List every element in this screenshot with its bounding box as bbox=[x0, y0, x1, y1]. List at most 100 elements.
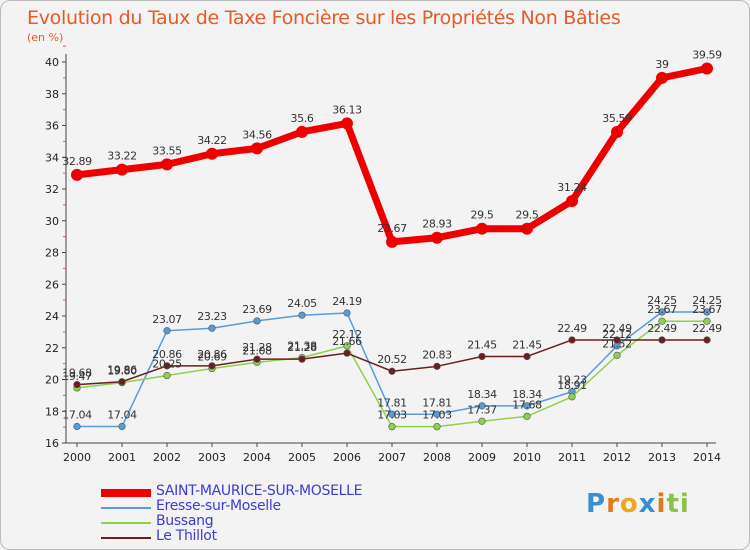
logo-letter: P bbox=[586, 489, 607, 519]
x-tick-label: 2000 bbox=[63, 451, 91, 464]
data-point bbox=[568, 336, 576, 344]
data-point bbox=[478, 402, 486, 410]
data-label: 22.12 bbox=[602, 328, 632, 341]
logo-letter: i bbox=[679, 489, 690, 519]
data-point bbox=[478, 417, 486, 425]
data-label: 22.12 bbox=[332, 328, 362, 341]
data-point bbox=[116, 163, 128, 176]
data-point bbox=[433, 362, 441, 370]
y-tick-label: 28 bbox=[45, 247, 59, 260]
y-tick-label: 36 bbox=[45, 120, 59, 133]
data-point bbox=[298, 355, 306, 363]
data-point bbox=[521, 222, 533, 235]
data-label: 17.03 bbox=[422, 409, 452, 422]
data-label: 17.03 bbox=[377, 409, 407, 422]
x-tick-label: 2002 bbox=[153, 451, 181, 464]
data-point bbox=[343, 342, 351, 350]
data-label: 22.49 bbox=[557, 322, 587, 335]
data-point bbox=[386, 235, 398, 248]
data-point bbox=[343, 349, 351, 357]
data-label: 39 bbox=[655, 58, 669, 71]
y-tick-label: 32 bbox=[45, 183, 59, 196]
data-label: 35.59 bbox=[602, 112, 632, 125]
data-label: 17.81 bbox=[422, 396, 452, 409]
data-label: 19.86 bbox=[107, 364, 137, 377]
x-tick-label: 2010 bbox=[513, 451, 541, 464]
data-label: 29.5 bbox=[516, 209, 539, 222]
x-tick-label: 2012 bbox=[603, 451, 631, 464]
data-label: 20.25 bbox=[152, 358, 182, 371]
data-point bbox=[611, 126, 623, 139]
data-point bbox=[613, 336, 621, 344]
x-tick-label: 2001 bbox=[108, 451, 136, 464]
data-label: 18.34 bbox=[467, 388, 497, 401]
data-point bbox=[703, 317, 711, 325]
series-lines bbox=[71, 62, 713, 431]
data-point bbox=[253, 355, 261, 363]
data-label: 19.68 bbox=[62, 367, 92, 380]
data-label: 36.13 bbox=[332, 103, 362, 116]
data-label: 21.45 bbox=[467, 338, 497, 351]
x-tick-label: 2011 bbox=[558, 451, 586, 464]
proxiti-logo: Proxiti bbox=[586, 489, 690, 519]
data-point bbox=[658, 336, 666, 344]
data-label: 20.86 bbox=[152, 348, 182, 361]
chart-title: Evolution du Taux de Taxe Foncière sur l… bbox=[27, 7, 621, 29]
x-tick-label: 2006 bbox=[333, 451, 361, 464]
x-tick-label: 2009 bbox=[468, 451, 496, 464]
legend-swatch bbox=[101, 506, 151, 509]
data-label: 34.56 bbox=[242, 128, 272, 141]
data-label: 17.37 bbox=[467, 403, 497, 416]
x-tick-label: 2007 bbox=[378, 451, 406, 464]
y-tick-label: 34 bbox=[45, 151, 59, 164]
data-label: 23.69 bbox=[242, 303, 272, 316]
data-label: 22.49 bbox=[692, 322, 722, 335]
x-tick-label: 2003 bbox=[198, 451, 226, 464]
x-tick-label: 2014 bbox=[693, 451, 721, 464]
data-label: 18.91 bbox=[557, 379, 587, 392]
data-point bbox=[658, 308, 666, 316]
data-label: 28.67 bbox=[377, 222, 407, 235]
data-point bbox=[71, 168, 83, 181]
data-point bbox=[568, 393, 576, 401]
data-label: 39.59 bbox=[692, 49, 722, 62]
y-tick-label: 38 bbox=[45, 88, 59, 101]
data-point bbox=[476, 222, 488, 235]
data-label: 29.5 bbox=[471, 209, 494, 222]
data-label: 24.05 bbox=[287, 297, 317, 310]
legend-label: Eresse-sur-Moselle bbox=[156, 498, 281, 514]
data-label: 21.08 bbox=[242, 344, 272, 357]
data-point bbox=[73, 380, 81, 389]
legend-swatch bbox=[101, 521, 151, 524]
data-point bbox=[343, 309, 351, 317]
y-tick-label: 20 bbox=[45, 374, 59, 387]
data-label: 24.25 bbox=[692, 294, 722, 307]
data-label: 17.68 bbox=[512, 398, 542, 411]
data-label: 22.49 bbox=[602, 322, 632, 335]
data-point bbox=[701, 62, 713, 75]
data-label: 21.66 bbox=[332, 335, 362, 348]
data-label: 21.28 bbox=[287, 341, 317, 354]
data-label: 21.38 bbox=[287, 340, 317, 353]
logo-letter: r bbox=[606, 489, 620, 519]
data-point bbox=[433, 423, 441, 431]
data-label: 19.47 bbox=[62, 370, 92, 383]
data-label: 20.86 bbox=[197, 348, 227, 361]
data-point bbox=[566, 195, 578, 208]
data-point bbox=[251, 142, 263, 155]
data-point bbox=[73, 422, 81, 431]
x-tick-label: 2013 bbox=[648, 451, 676, 464]
y-tick-label: 24 bbox=[45, 310, 59, 323]
y-tick-label: 22 bbox=[45, 342, 59, 355]
data-point bbox=[703, 308, 711, 316]
data-label: 21.28 bbox=[242, 341, 272, 354]
data-point bbox=[253, 317, 261, 325]
data-label: 21.52 bbox=[602, 337, 632, 350]
data-label: 21.45 bbox=[512, 338, 542, 351]
data-label: 22.49 bbox=[647, 322, 677, 335]
logo-letter: t bbox=[666, 489, 680, 519]
data-label: 35.6 bbox=[291, 112, 314, 125]
data-label: 23.23 bbox=[197, 310, 227, 323]
